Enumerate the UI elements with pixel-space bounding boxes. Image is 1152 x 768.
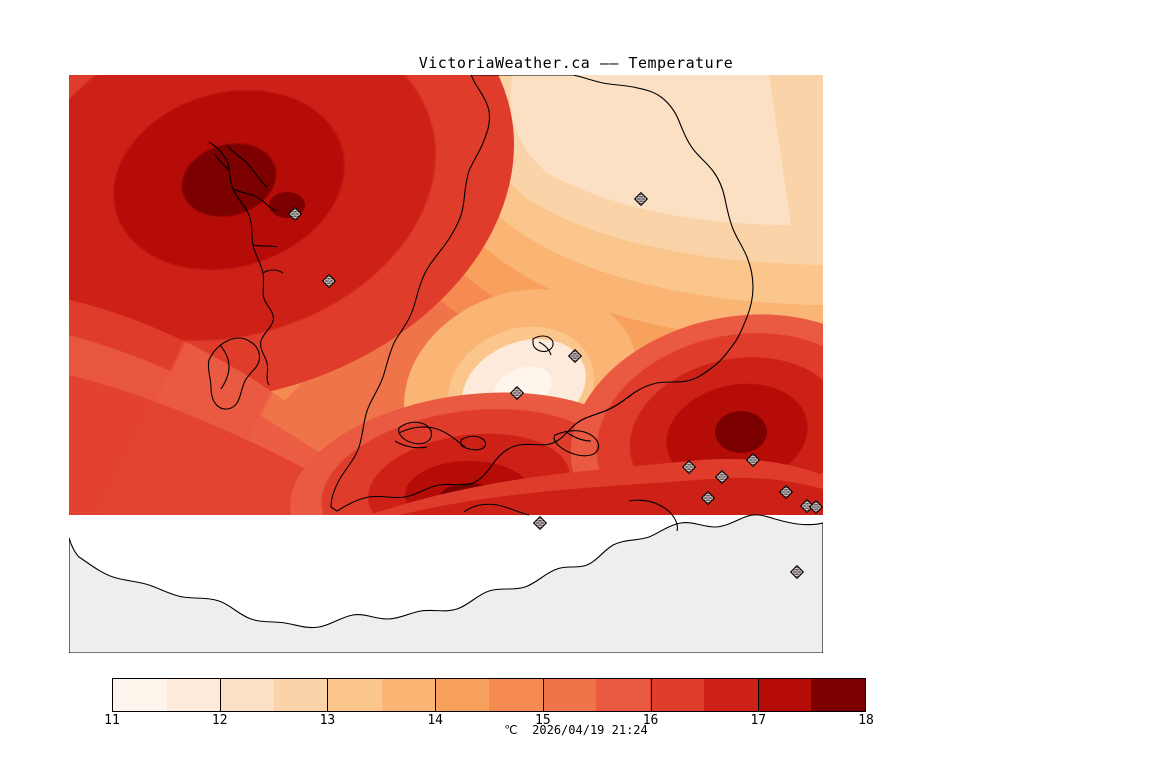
temperature-contour-map xyxy=(69,75,823,653)
colorbar-swatch-8 xyxy=(542,679,597,711)
station-marker[interactable] xyxy=(778,484,794,500)
station-marker[interactable] xyxy=(633,191,649,207)
colorbar-tick xyxy=(758,678,760,712)
colorbar-swatch-5 xyxy=(381,679,436,711)
colorbar-tick-label: 12 xyxy=(211,713,228,728)
station-marker[interactable] xyxy=(700,490,716,506)
colorbar-swatch-3 xyxy=(274,679,328,711)
colorbar-swatch-12 xyxy=(757,679,812,711)
station-marker[interactable] xyxy=(567,348,583,364)
colorbar-tick xyxy=(650,678,652,712)
colorbar-tick xyxy=(327,678,329,712)
colorbar-tick xyxy=(219,678,221,712)
colorbar-tick-label: 17 xyxy=(750,713,767,728)
station-marker[interactable] xyxy=(799,498,815,514)
station-marker[interactable] xyxy=(509,385,525,401)
station-marker[interactable] xyxy=(287,206,303,222)
colorbar-tick xyxy=(542,678,544,712)
station-marker[interactable] xyxy=(681,459,697,475)
coastline-islands xyxy=(207,141,678,532)
land-olympic-peninsula xyxy=(69,514,823,653)
colorbar-swatches[interactable] xyxy=(112,678,866,712)
colorbar-tick-label: 14 xyxy=(427,713,443,728)
coastline-saanich-peninsula xyxy=(330,75,754,512)
page-title: VictoriaWeather.ca —— Temperature xyxy=(418,54,734,72)
colorbar-swatch-1 xyxy=(166,679,221,711)
colorbar-tick-label: 16 xyxy=(642,713,659,728)
contour-field xyxy=(69,75,823,515)
colorbar-tick xyxy=(435,678,437,712)
colorbar-caption: ℃ 2026/04/19 21:24 xyxy=(504,723,648,737)
colorbar-swatch-6 xyxy=(435,679,490,711)
colorbar-tick-labels: 11 12 13 14 15 16 17 18 xyxy=(104,713,874,731)
colorbar-swatch-10 xyxy=(650,679,704,711)
temperature-map-panel[interactable] xyxy=(69,75,823,653)
colorbar-tick-label: 13 xyxy=(319,713,336,728)
station-marker[interactable] xyxy=(745,452,761,468)
station-marker[interactable] xyxy=(321,273,337,289)
station-marker[interactable] xyxy=(532,515,548,531)
colorbar-swatch-4 xyxy=(327,679,382,711)
station-marker[interactable] xyxy=(714,469,730,485)
station-marker[interactable] xyxy=(789,564,805,580)
coastline-southwest xyxy=(398,426,530,516)
colorbar-swatch-2 xyxy=(220,679,275,711)
colorbar-swatch-11 xyxy=(703,679,758,711)
colorbar-swatch-0 xyxy=(113,679,167,711)
colorbar-tick-label: 18 xyxy=(858,713,874,728)
colorbar-swatch-9 xyxy=(596,679,651,711)
colorbar-tick-label: 15 xyxy=(535,713,551,728)
coastline-victoria xyxy=(576,394,632,424)
colorbar[interactable]: 11 12 13 14 15 16 17 18 xyxy=(104,678,874,728)
colorbar-swatch-7 xyxy=(489,679,543,711)
station-markers[interactable] xyxy=(287,191,823,580)
station-marker[interactable] xyxy=(808,499,823,515)
colorbar-ticks xyxy=(112,678,866,712)
colorbar-tick-label: 11 xyxy=(104,713,120,728)
colorbar-swatch-13 xyxy=(811,679,866,711)
